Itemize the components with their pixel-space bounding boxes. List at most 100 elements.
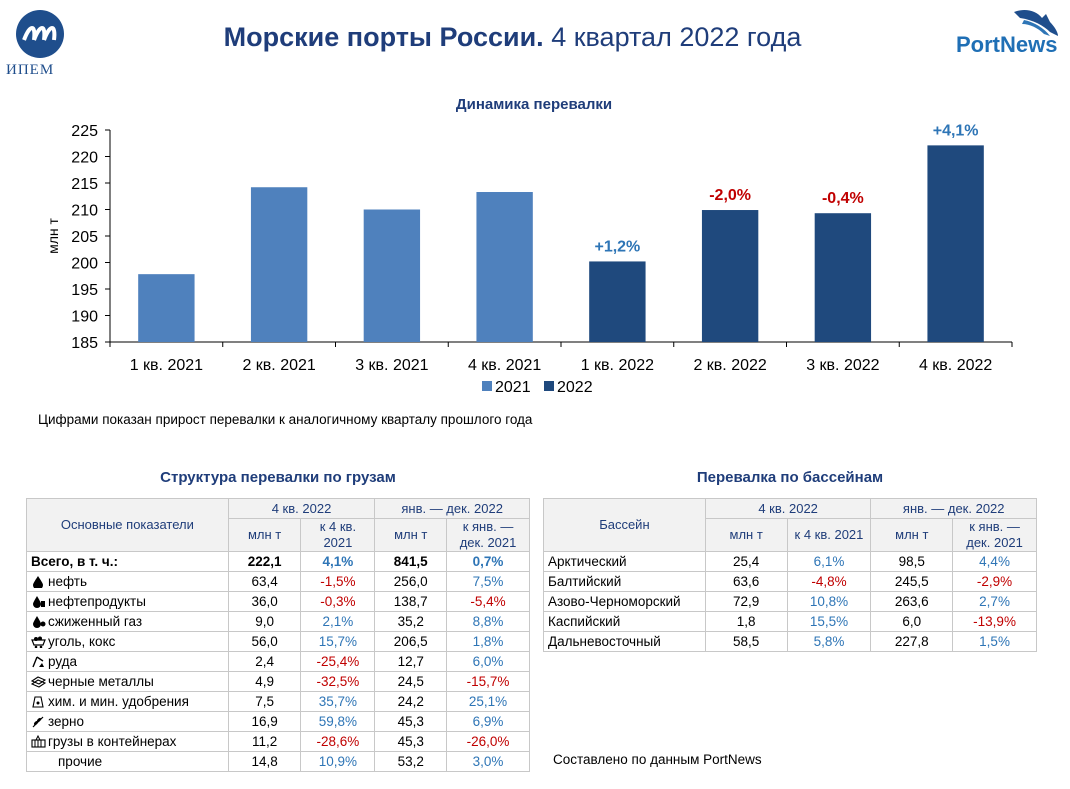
basin-year-change: -2,9% — [952, 571, 1037, 592]
x-tick-label: 1 кв. 2022 — [581, 357, 654, 374]
cargo-row: зерно 16,9 59,8% 45,3 6,9% — [26, 711, 530, 732]
cargo-row-label: хим. и мин. удобрения — [26, 691, 229, 712]
y-tick-label: 195 — [71, 282, 98, 299]
cargo-year-change: 6,0% — [446, 651, 530, 672]
basin-row: Балтийский 63,6 -4,8% 245,5 -2,9% — [543, 571, 1037, 592]
y-tick-label: 215 — [71, 176, 98, 193]
cargo-year-change: 25,1% — [446, 691, 530, 712]
bar-data-label: +4,1% — [933, 122, 979, 139]
cargo-header-year-change: к янв. — дек. 2021 — [446, 518, 530, 552]
portnews-logo: PortNews — [956, 10, 1058, 57]
basin-q4-value: 58,5 — [704, 631, 788, 652]
cargo-year-change: 1,8% — [446, 631, 530, 652]
cargo-q4-value: 36,0 — [227, 591, 302, 612]
cargo-row-label: нефтепродукты — [26, 591, 229, 612]
cargo-row: руда 2,4 -25,4% 12,7 6,0% — [26, 651, 530, 672]
basin-q4-change: 6,1% — [786, 551, 872, 572]
cargo-row-label: грузы в контейнерах — [26, 731, 229, 752]
basin-header-year-change-line1: к янв. — — [969, 519, 1020, 534]
basin-table-body: Арктический 25,4 6,1% 98,5 4,4% Балтийский 63,… — [543, 551, 1037, 652]
cargo-row-label: сжиженный газ — [26, 611, 229, 632]
cargo-row: прочие 14,8 10,9% 53,2 3,0% — [26, 751, 530, 772]
chart-note: Цифрами показан прирост перевалки к анал… — [38, 412, 533, 427]
bar-data-label: +1,2% — [594, 238, 640, 255]
basin-q4-change: 10,8% — [786, 591, 872, 612]
basin-q4-change: 5,8% — [786, 631, 872, 652]
cargo-header-q4-change: к 4 кв. 2021 — [300, 518, 376, 552]
cargo-row: грузы в контейнерах 11,2 -28,6% 45,3 -26,0% — [26, 731, 530, 752]
cargo-header-q4-mt: млн т — [227, 518, 302, 552]
cargo-q4-value: 7,5 — [227, 691, 302, 712]
gas-icon — [33, 616, 46, 628]
basin-q4-value: 25,4 — [704, 551, 788, 572]
cargo-q4-value: 9,0 — [227, 611, 302, 632]
bar-data-label: -2,0% — [709, 187, 751, 204]
basin-header-basin: Бассейн — [543, 498, 706, 552]
chart-title: Динамика перевалки — [456, 96, 612, 113]
title-rest: 4 квартал 2022 года — [543, 22, 802, 52]
source-note: Составлено по данным PortNews — [553, 752, 762, 767]
cargo-year-value: 206,5 — [374, 631, 448, 652]
cargo-row: нефть 63,4 -1,5% 256,0 7,5% — [26, 571, 530, 592]
title-bold: Морские порты России. — [223, 22, 544, 52]
basin-subheader-row: млн т к 4 кв. 2021 млн т к янв. — дек. 20… — [544, 518, 1037, 552]
basin-q4-change: -4,8% — [786, 571, 872, 592]
cargo-row-label: прочие — [26, 751, 229, 772]
cargo-row-label: черные металлы — [26, 671, 229, 692]
cargo-q4-value: 11,2 — [227, 731, 302, 752]
cargo-year-value: 35,2 — [374, 611, 448, 632]
basin-header-year-change-line2: дек. 2021 — [966, 535, 1023, 550]
ore-icon — [32, 656, 44, 668]
cargo-row-label-text: руда — [48, 654, 78, 669]
y-tick-label: 225 — [71, 123, 98, 140]
x-tick-label: 4 кв. 2022 — [919, 357, 992, 374]
cargo-q4-change: -0,3% — [300, 591, 376, 612]
cargo-row-label-text: зерно — [48, 714, 85, 729]
basin-year-change: -13,9% — [952, 611, 1037, 632]
cargo-row-label-text: нефть — [48, 574, 87, 589]
cargo-subheader-row: млн т к 4 кв. 2021 млн т к янв. — дек. 202… — [27, 518, 530, 552]
cargo-row-label-text: уголь, кокс — [48, 634, 116, 649]
cargo-row: черные металлы 4,9 -32,5% 24,5 -15,7% — [26, 671, 530, 692]
bar — [363, 209, 421, 342]
cargo-row: сжиженный газ 9,0 2,1% 35,2 8,8% — [26, 611, 530, 632]
basin-row: Дальневосточный 58,5 5,8% 227,8 1,5% — [543, 631, 1037, 652]
cargo-year-change: 6,9% — [446, 711, 530, 732]
basin-table-title: Перевалка по бассейнам — [696, 469, 884, 486]
cargo-row: Всего, в т. ч.: 222,1 4,1% 841,5 0,7% — [26, 551, 530, 572]
cargo-row-label-text: черные металлы — [48, 674, 154, 689]
chart-plot: 185 190 195 200 205 210 215 220 225 1 кв. 2021 2 к… — [71, 122, 1013, 374]
basin-header-q4-change: к 4 кв. 2021 — [786, 518, 872, 552]
cargo-q4-value: 56,0 — [227, 631, 302, 652]
cargo-row-label: зерно — [26, 711, 229, 732]
ipem-logo — [16, 10, 64, 58]
cargo-year-value: 256,0 — [374, 571, 448, 592]
bar — [250, 187, 308, 342]
basin-q4-change: 15,5% — [786, 611, 872, 632]
legend-swatch — [482, 381, 492, 391]
cargo-q4-change: -1,5% — [300, 571, 376, 592]
y-axis-label: млн т — [45, 217, 61, 253]
cargo-header-year: янв. — дек. 2022 — [374, 498, 530, 519]
cargo-header-q4: 4 кв. 2022 — [227, 498, 376, 519]
x-tick-label: 4 кв. 2021 — [468, 357, 541, 374]
basin-row-label: Азово-Черноморский — [543, 591, 706, 612]
cargo-year-change: -26,0% — [446, 731, 530, 752]
basin-header-q4: 4 кв. 2022 — [704, 498, 872, 519]
cargo-year-value: 841,5 — [374, 551, 448, 572]
x-tick-label: 3 кв. 2021 — [355, 357, 428, 374]
basin-header-year: янв. — дек. 2022 — [870, 498, 1037, 519]
cargo-table-body: Всего, в т. ч.: 222,1 4,1% 841,5 0,7% нефть 63… — [26, 551, 530, 772]
legend-swatch — [544, 381, 554, 391]
cargo-year-change: -5,4% — [446, 591, 530, 612]
x-tick-label: 3 кв. 2022 — [806, 357, 879, 374]
basin-year-value: 6,0 — [870, 611, 954, 632]
basin-row-label: Каспийский — [543, 611, 706, 632]
cargo-header-year-mt: млн т — [374, 518, 448, 552]
cargo-row: уголь, кокс 56,0 15,7% 206,5 1,8% — [26, 631, 530, 652]
cargo-year-value: 138,7 — [374, 591, 448, 612]
cargo-row-label-text: грузы в контейнерах — [48, 734, 177, 749]
cargo-q4-value: 14,8 — [227, 751, 302, 772]
legend-label: 2022 — [557, 379, 593, 396]
basin-q4-value: 63,6 — [704, 571, 788, 592]
